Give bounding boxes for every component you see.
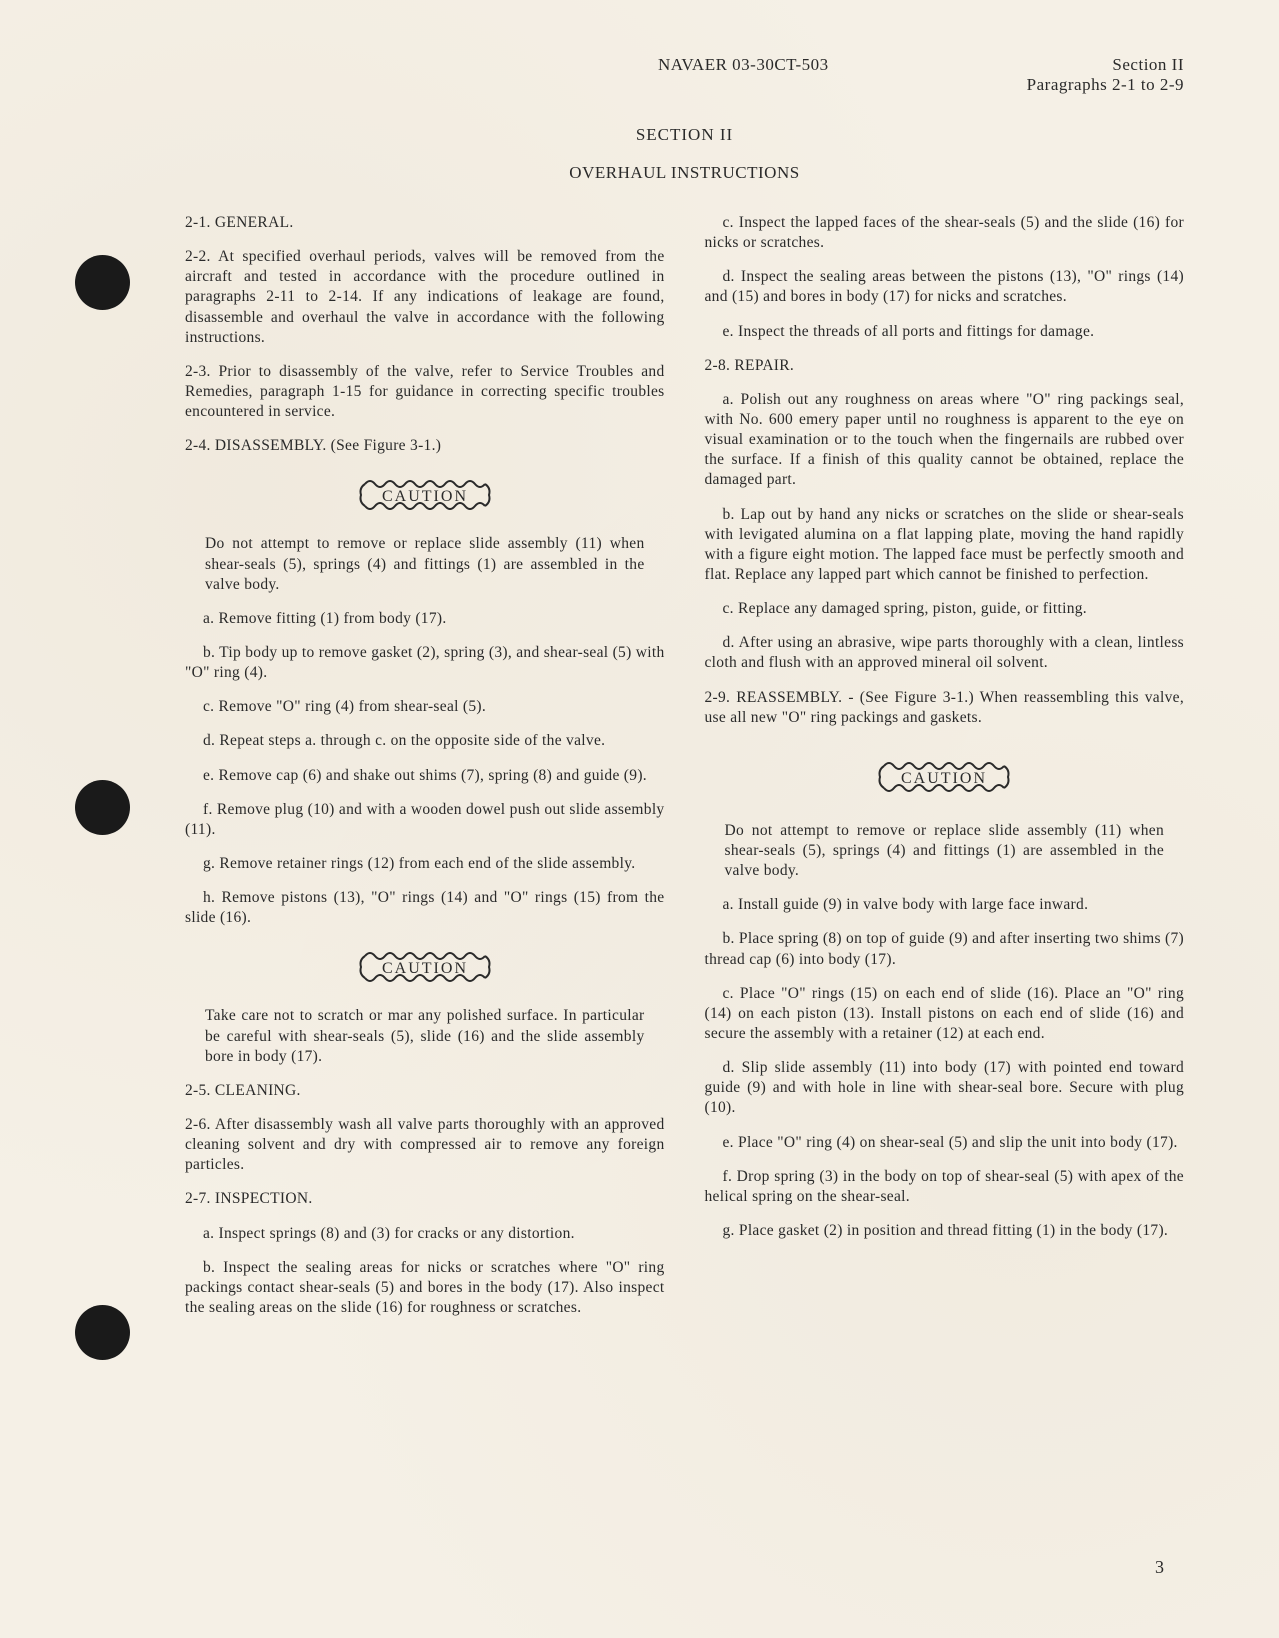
step-8b: b. Lap out by hand any nicks or scratche… bbox=[705, 505, 1185, 586]
step-8a: a. Polish out any roughness on areas whe… bbox=[705, 390, 1185, 491]
step-a: a. Remove fitting (1) from body (17). bbox=[185, 609, 665, 629]
subtitle: OVERHAUL INSTRUCTIONS bbox=[185, 163, 1184, 183]
para-2-6: 2-6. After disassembly wash all valve pa… bbox=[185, 1115, 665, 1175]
step-9b: b. Place spring (8) on top of guide (9) … bbox=[705, 929, 1185, 969]
binder-hole bbox=[75, 255, 130, 310]
binder-hole bbox=[75, 780, 130, 835]
step-c: c. Remove "O" ring (4) from shear-seal (… bbox=[185, 697, 665, 717]
svg-text:CAUTION: CAUTION bbox=[382, 960, 468, 977]
section-label: Section II bbox=[1027, 55, 1184, 75]
step-e: e. Remove cap (6) and shake out shims (7… bbox=[185, 766, 665, 786]
step-9g: g. Place gasket (2) in position and thre… bbox=[705, 1221, 1185, 1241]
para-2-4: 2-4. DISASSEMBLY. (See Figure 3-1.) bbox=[185, 436, 665, 456]
content-columns: 2-1. GENERAL. 2-2. At specified overhaul… bbox=[185, 213, 1184, 1332]
para-2-8: 2-8. REPAIR. bbox=[705, 356, 1185, 376]
left-column: 2-1. GENERAL. 2-2. At specified overhaul… bbox=[185, 213, 665, 1332]
step-7b: b. Inspect the sealing areas for nicks o… bbox=[185, 1258, 665, 1318]
section-title: SECTION II bbox=[185, 125, 1184, 145]
svg-text:CAUTION: CAUTION bbox=[901, 770, 987, 787]
page-number: 3 bbox=[1155, 1557, 1164, 1578]
para-2-9: 2-9. REASSEMBLY. - (See Figure 3-1.) Whe… bbox=[705, 688, 1185, 728]
step-7c: c. Inspect the lapped faces of the shear… bbox=[705, 213, 1185, 253]
paragraph-range: Paragraphs 2-1 to 2-9 bbox=[1027, 75, 1184, 95]
svg-text:CAUTION: CAUTION bbox=[382, 488, 468, 505]
doc-id: NAVAER 03-30CT-503 bbox=[460, 55, 1027, 95]
step-9f: f. Drop spring (3) in the body on top of… bbox=[705, 1167, 1185, 1207]
step-9a: a. Install guide (9) in valve body with … bbox=[705, 895, 1185, 915]
step-7d: d. Inspect the sealing areas between the… bbox=[705, 267, 1185, 307]
para-2-3: 2-3. Prior to disassembly of the valve, … bbox=[185, 362, 665, 422]
caution-text-1: Do not attempt to remove or replace slid… bbox=[205, 534, 645, 594]
caution-box-1: CAUTION bbox=[185, 476, 665, 514]
para-2-7: 2-7. INSPECTION. bbox=[185, 1189, 665, 1209]
step-f: f. Remove plug (10) and with a wooden do… bbox=[185, 800, 665, 840]
step-9e: e. Place "O" ring (4) on shear-seal (5) … bbox=[705, 1133, 1185, 1153]
binder-hole bbox=[75, 1305, 130, 1360]
step-g: g. Remove retainer rings (12) from each … bbox=[185, 854, 665, 874]
caution-box-2: CAUTION bbox=[185, 948, 665, 986]
step-8d: d. After using an abrasive, wipe parts t… bbox=[705, 633, 1185, 673]
step-b: b. Tip body up to remove gasket (2), spr… bbox=[185, 643, 665, 683]
right-column: c. Inspect the lapped faces of the shear… bbox=[705, 213, 1185, 1332]
para-2-1: 2-1. GENERAL. bbox=[185, 213, 665, 233]
para-2-5: 2-5. CLEANING. bbox=[185, 1081, 665, 1101]
caution-box-3: CAUTION bbox=[705, 758, 1185, 796]
caution-icon: CAUTION bbox=[874, 758, 1014, 796]
caution-icon: CAUTION bbox=[355, 948, 495, 986]
step-9d: d. Slip slide assembly (11) into body (1… bbox=[705, 1058, 1185, 1118]
step-8c: c. Replace any damaged spring, piston, g… bbox=[705, 599, 1185, 619]
step-7a: a. Inspect springs (8) and (3) for crack… bbox=[185, 1224, 665, 1244]
caution-text-2: Take care not to scratch or mar any poli… bbox=[205, 1006, 645, 1066]
caution-icon: CAUTION bbox=[355, 476, 495, 514]
step-h: h. Remove pistons (13), "O" rings (14) a… bbox=[185, 888, 665, 928]
page-header: NAVAER 03-30CT-503 Section II Paragraphs… bbox=[185, 55, 1184, 95]
step-9c: c. Place "O" rings (15) on each end of s… bbox=[705, 984, 1185, 1044]
step-d: d. Repeat steps a. through c. on the opp… bbox=[185, 731, 665, 751]
para-2-2: 2-2. At specified overhaul periods, valv… bbox=[185, 247, 665, 348]
caution-text-3: Do not attempt to remove or replace slid… bbox=[725, 821, 1165, 881]
step-7e: e. Inspect the threads of all ports and … bbox=[705, 322, 1185, 342]
